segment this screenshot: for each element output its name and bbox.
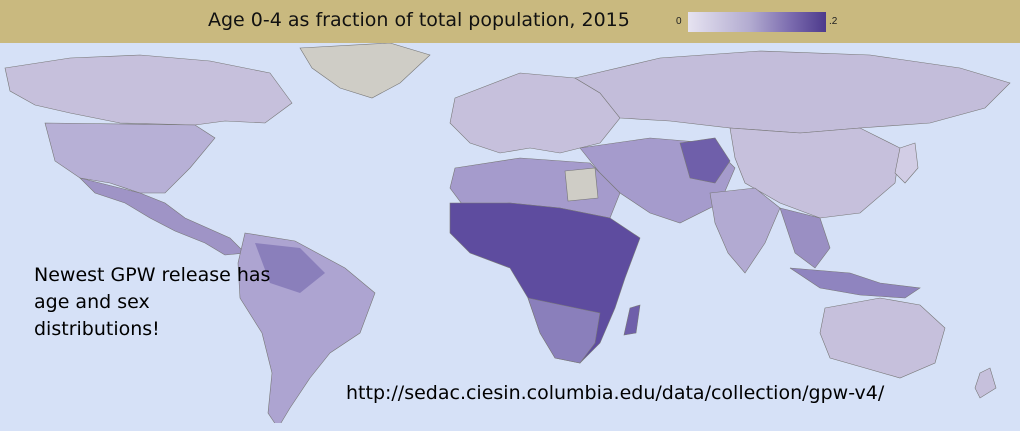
indonesia-region: [789, 267, 921, 299]
legend-color-scale: [688, 12, 826, 32]
japan-region: [894, 142, 919, 184]
afghanistan-pakistan-region: [679, 137, 731, 184]
russia-region: [574, 50, 1011, 134]
legend-min-label: 0: [676, 16, 682, 27]
southeast-asia-region: [779, 207, 831, 269]
china-region: [729, 127, 901, 219]
madagascar-region: [623, 304, 641, 336]
central-america-region: [79, 177, 246, 256]
south-asia-region: [709, 187, 781, 274]
antarctica-region: [0, 423, 1020, 431]
usa-region: [44, 122, 216, 194]
title-bar: Age 0-4 as fraction of total population,…: [0, 0, 1020, 43]
annotation-note: Newest GPW release has age and sex distr…: [34, 264, 271, 340]
north-america-region: [4, 54, 293, 126]
amazon-highlight: [255, 243, 325, 293]
southern-africa-region: [527, 297, 601, 364]
greenland-region: [299, 43, 431, 99]
new-zealand-region: [974, 367, 997, 399]
source-url[interactable]: http://sedac.ciesin.columbia.edu/data/co…: [346, 382, 885, 404]
egypt-region: [564, 167, 599, 202]
map-title: Age 0-4 as fraction of total population,…: [208, 9, 630, 31]
world-choropleth-map: [0, 43, 1020, 431]
legend-max-label: .2: [829, 16, 838, 27]
australia-region: [819, 297, 946, 379]
